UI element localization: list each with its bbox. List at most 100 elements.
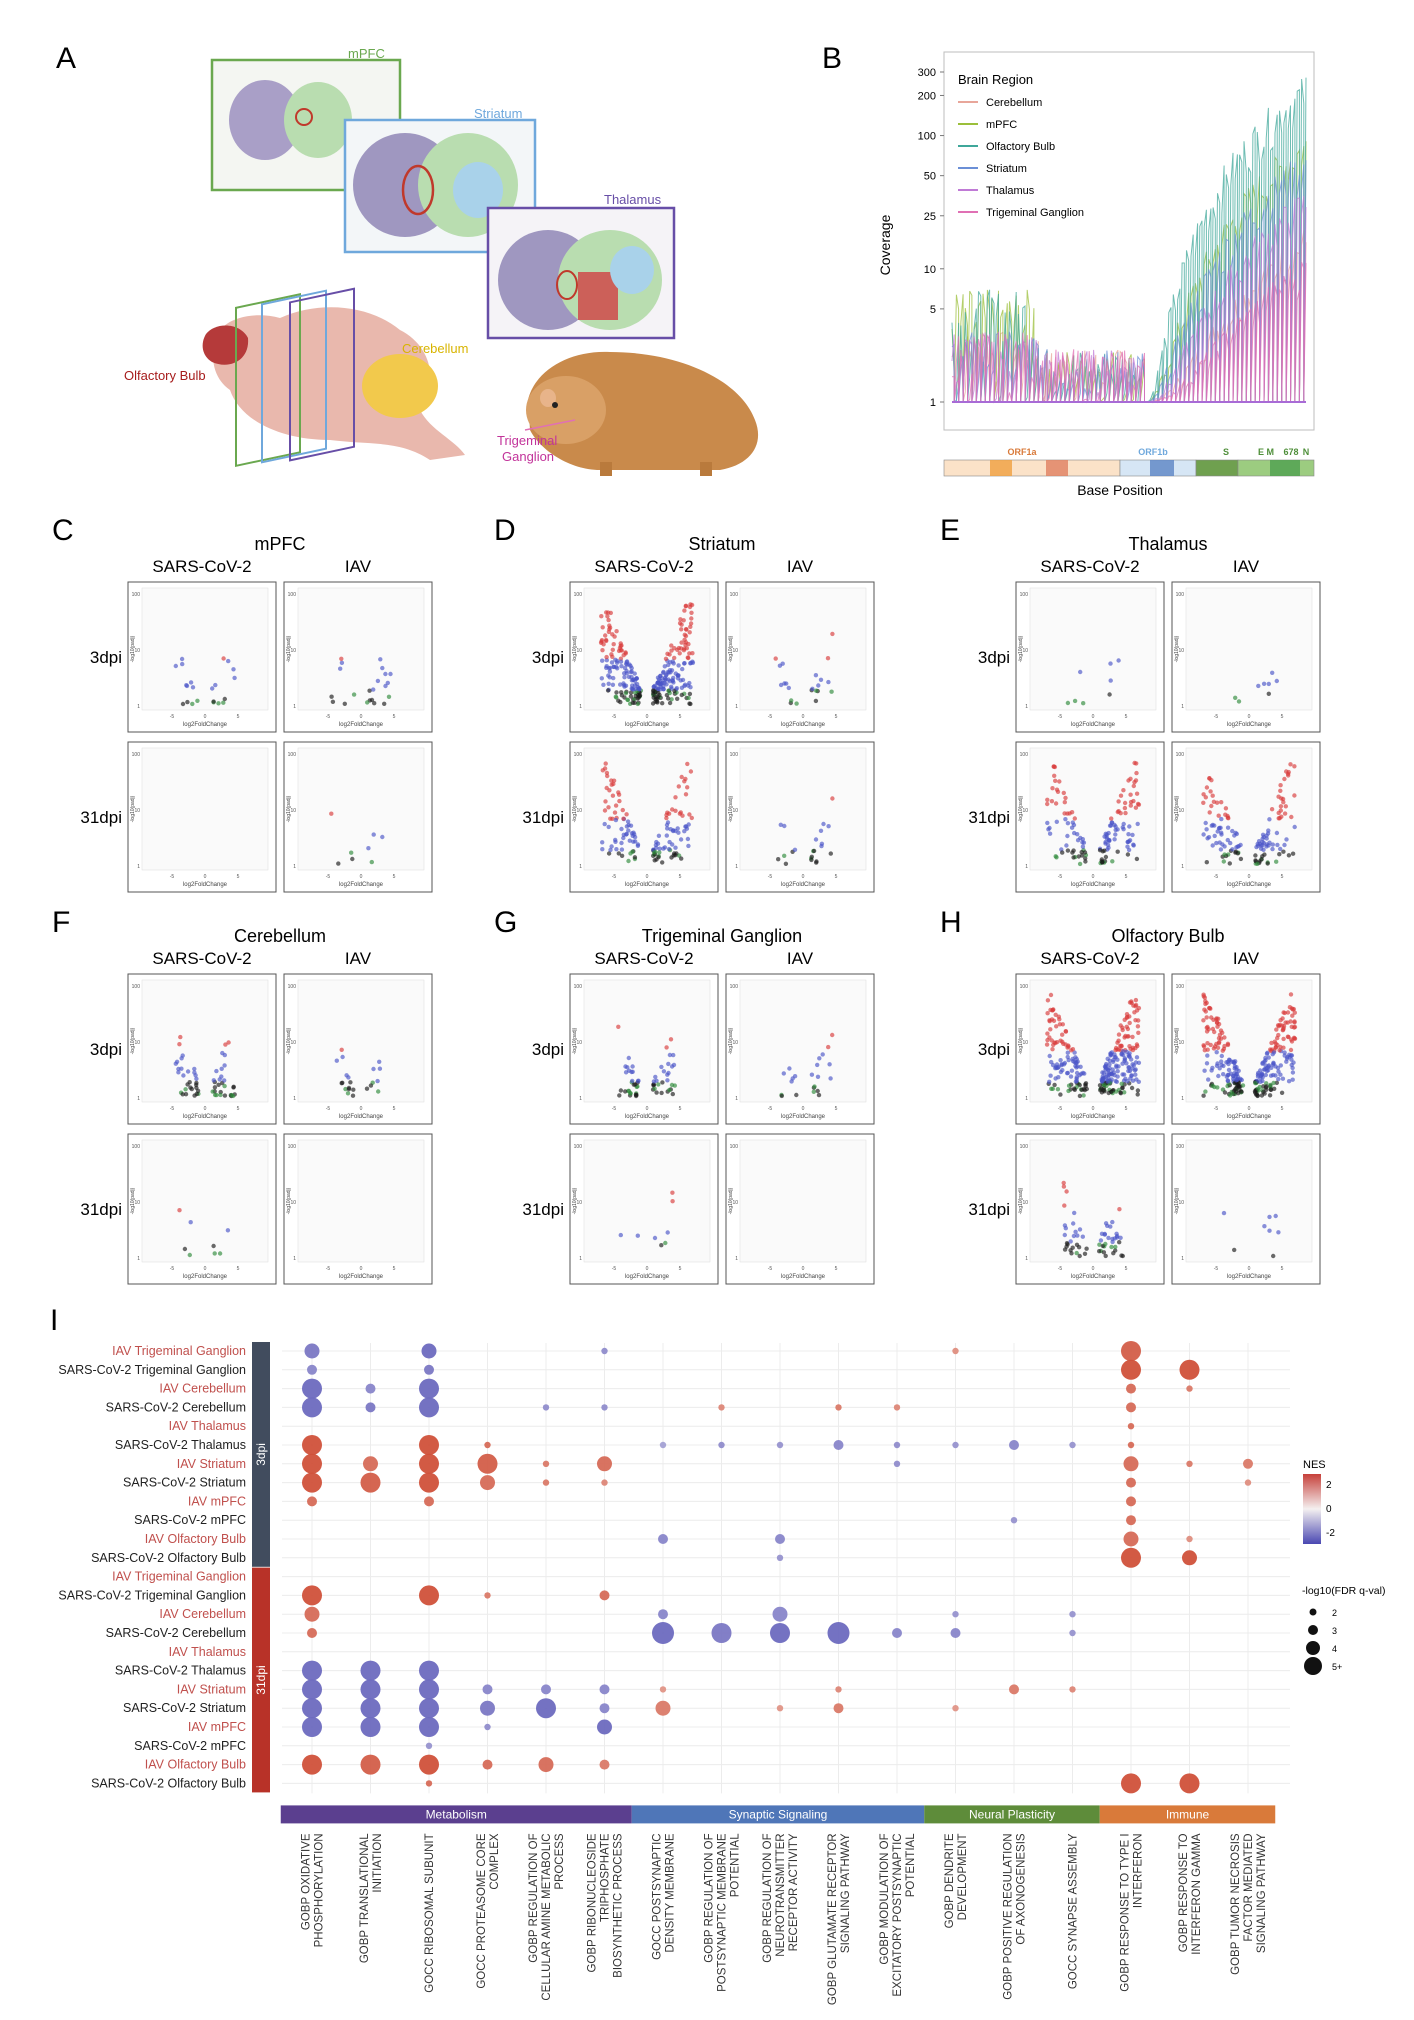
volcano-y-tick: 1 <box>293 864 296 870</box>
volcano-point <box>179 1056 184 1061</box>
panel-letter-b: B <box>822 42 842 75</box>
volcano-y-label: -log10(padj) <box>130 1027 136 1054</box>
volcano-point <box>371 832 376 837</box>
volcano-point <box>688 701 693 707</box>
coverage-legend-title: Brain Region <box>958 72 1033 87</box>
volcano-cell: 100 10 1 -5 0 5 log2FoldChange -log10(padj) <box>283 1133 433 1285</box>
volcano-point <box>603 799 608 804</box>
volcano-point <box>1285 771 1291 776</box>
volcano-point <box>1215 1045 1221 1051</box>
volcano-x-tick: 0 <box>360 874 363 880</box>
volcano-point <box>1116 1032 1122 1037</box>
volcano-point <box>1276 816 1281 821</box>
volcano-point <box>635 1233 640 1238</box>
volcano-point <box>650 701 656 706</box>
volcano-point <box>184 683 190 689</box>
volcano-point <box>1103 1063 1109 1068</box>
volcano-point <box>1220 842 1225 847</box>
volcano-point <box>1222 1090 1228 1095</box>
volcano-point <box>606 617 611 623</box>
dotplot-point <box>711 1623 732 1643</box>
volcano-point <box>1207 776 1212 781</box>
volcano-point <box>1109 820 1115 825</box>
dotplot-point <box>1069 1441 1076 1449</box>
volcano-x-tick: 5 <box>1125 874 1128 880</box>
volcano-x-tick: 5 <box>1125 1106 1128 1112</box>
volcano-x-tick: 5 <box>835 714 838 720</box>
volcano-point <box>1118 1235 1123 1241</box>
dotplot-point <box>776 1554 784 1562</box>
volcano-point <box>613 803 619 808</box>
volcano-point <box>211 699 216 704</box>
volcano-x-tick: -5 <box>170 714 175 720</box>
volcano-point <box>222 696 227 702</box>
volcano-point <box>1232 1247 1237 1253</box>
volcano-point <box>1115 1074 1120 1079</box>
volcano-x-tick: -5 <box>768 1266 773 1272</box>
volcano-cell: 100 10 1 -5 0 5 log2FoldChange -log10(padj) <box>569 741 719 893</box>
volcano-point <box>1119 1044 1124 1049</box>
nes-tick: 0 <box>1326 1504 1332 1515</box>
volcano-point <box>617 1093 622 1098</box>
volcano-point <box>667 1052 673 1058</box>
volcano-point <box>1129 999 1134 1004</box>
volcano-point <box>232 675 237 681</box>
volcano-point <box>606 666 612 671</box>
volcano-point <box>1253 1081 1258 1086</box>
volcano-point <box>679 627 684 632</box>
dotplot-point <box>538 1757 554 1773</box>
volcano-point <box>1117 1240 1122 1245</box>
volcano-point <box>378 657 383 662</box>
volcano-col-label: IAV <box>345 949 372 968</box>
volcano-point <box>1216 813 1221 818</box>
volcano-col-label: IAV <box>787 949 814 968</box>
volcano-point <box>1288 762 1293 767</box>
volcano-point <box>616 851 621 856</box>
volcano-point <box>609 844 614 849</box>
volcano-row-label: 3dpi <box>90 1040 122 1059</box>
volcano-point <box>1266 843 1271 848</box>
volcano-x-tick: -5 <box>1058 1106 1063 1112</box>
volcano-point <box>618 682 623 687</box>
volcano-point <box>1067 811 1072 816</box>
volcano-point <box>1062 800 1068 805</box>
volcano-point <box>1203 1089 1208 1094</box>
volcano-x-tick: -5 <box>326 874 331 880</box>
coverage-y-tick-100: 100 <box>918 131 936 143</box>
volcano-point <box>636 686 641 691</box>
volcano-point <box>789 698 794 703</box>
volcano-point <box>1274 1027 1279 1032</box>
nes-legend-title: NES <box>1303 1459 1326 1471</box>
volcano-point <box>1222 1035 1227 1040</box>
volcano-point <box>1126 847 1132 853</box>
volcano-point <box>614 629 619 634</box>
volcano-point <box>794 1092 799 1098</box>
hamster-illustration: Trigeminal Ganglion <box>497 351 759 476</box>
volcano-point <box>1065 1070 1071 1076</box>
volcano-point <box>1058 1092 1063 1097</box>
volcano-point <box>1054 855 1059 860</box>
volcano-point <box>1202 995 1208 1000</box>
volcano-point <box>606 629 612 635</box>
panel-letter-e: E <box>940 514 960 547</box>
volcano-point <box>610 647 615 652</box>
volcano-point <box>656 1082 661 1087</box>
dotplot-point <box>599 1703 610 1714</box>
volcano-y-tick: 1 <box>1025 864 1028 870</box>
volcano-point <box>1127 824 1132 829</box>
volcano-point <box>1103 1075 1109 1080</box>
volcano-x-tick: -5 <box>1058 1266 1063 1272</box>
volcano-y-tick: 10 <box>134 808 140 814</box>
volcano-y-tick: 10 <box>576 1040 582 1046</box>
volcano-point <box>1103 1253 1108 1259</box>
volcano-x-tick: -5 <box>612 1106 617 1112</box>
volcano-col-label: IAV <box>1233 949 1260 968</box>
volcano-y-tick: 100 <box>1176 592 1185 598</box>
volcano-point <box>1060 850 1065 855</box>
volcano-point <box>1074 1070 1080 1076</box>
volcano-point <box>1084 1246 1089 1251</box>
volcano-point <box>829 689 834 694</box>
volcano-point <box>1127 1044 1132 1049</box>
volcano-point <box>685 761 690 767</box>
